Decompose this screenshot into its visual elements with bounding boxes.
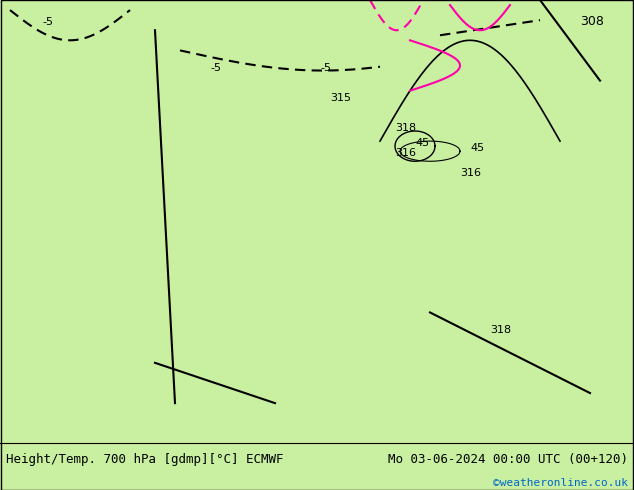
Text: 318: 318: [490, 324, 511, 335]
Text: Mo 03-06-2024 00:00 UTC (00+120): Mo 03-06-2024 00:00 UTC (00+120): [387, 453, 628, 466]
Text: 316: 316: [395, 148, 416, 158]
Text: -5: -5: [42, 17, 53, 27]
Text: 308: 308: [580, 15, 604, 28]
Text: ©weatheronline.co.uk: ©weatheronline.co.uk: [493, 478, 628, 488]
Text: 315: 315: [330, 93, 351, 103]
Text: -5: -5: [210, 63, 221, 73]
Text: 318: 318: [395, 123, 416, 133]
Text: Height/Temp. 700 hPa [gdmp][°C] ECMWF: Height/Temp. 700 hPa [gdmp][°C] ECMWF: [6, 453, 284, 466]
Text: -5: -5: [320, 63, 331, 73]
Text: 316: 316: [460, 169, 481, 178]
Text: 45: 45: [415, 138, 429, 148]
Text: 45: 45: [470, 143, 484, 153]
